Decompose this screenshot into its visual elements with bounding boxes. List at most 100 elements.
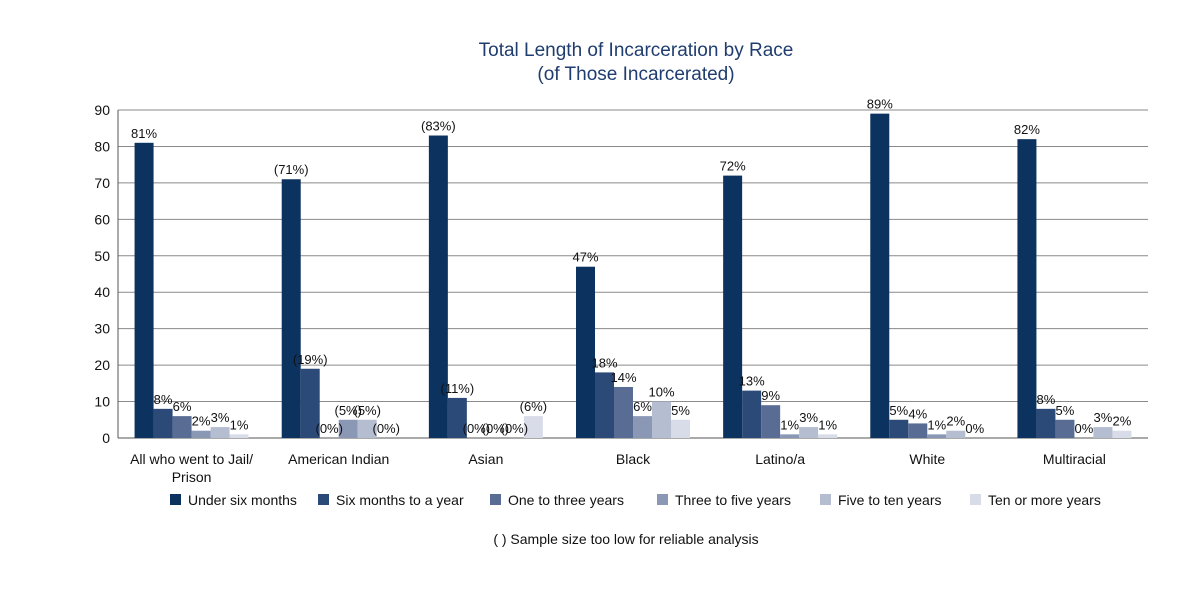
data-label: (6%) bbox=[520, 399, 547, 414]
data-label: 47% bbox=[572, 250, 598, 265]
legend-label: Three to five years bbox=[675, 492, 791, 508]
category-label: Prison bbox=[172, 469, 212, 485]
y-tick-label: 20 bbox=[94, 357, 110, 373]
data-label: 5% bbox=[1056, 403, 1075, 418]
bar bbox=[523, 416, 543, 438]
bar bbox=[357, 419, 377, 438]
legend-swatch bbox=[170, 494, 181, 505]
legend: Under six months Six months to a year One … bbox=[170, 492, 1101, 508]
bar bbox=[595, 372, 614, 438]
bar bbox=[1112, 430, 1132, 438]
category-label: Asian bbox=[468, 451, 503, 467]
data-label: 0% bbox=[965, 421, 984, 436]
bar bbox=[1017, 139, 1037, 438]
bar bbox=[300, 368, 320, 438]
data-label: 81% bbox=[131, 126, 157, 141]
y-tick-label: 0 bbox=[102, 430, 110, 446]
data-label: 72% bbox=[720, 159, 746, 174]
bar bbox=[889, 419, 909, 438]
data-label: 3% bbox=[799, 410, 818, 425]
data-label: 0% bbox=[1075, 421, 1094, 436]
bars bbox=[134, 113, 1132, 439]
data-label: 2% bbox=[192, 414, 211, 429]
bar bbox=[191, 430, 211, 438]
legend-label: Ten or more years bbox=[988, 492, 1101, 508]
category-label: Multiracial bbox=[1043, 451, 1106, 467]
data-label: (71%) bbox=[274, 162, 309, 177]
data-label: (11%) bbox=[440, 381, 474, 396]
bar bbox=[338, 419, 358, 438]
bar bbox=[818, 434, 838, 438]
data-label: 4% bbox=[908, 406, 927, 421]
y-tick-label: 60 bbox=[94, 211, 110, 227]
data-label: (19%) bbox=[293, 352, 328, 367]
bar bbox=[614, 386, 633, 438]
y-tick-label: 70 bbox=[94, 175, 110, 191]
data-label: 2% bbox=[946, 414, 965, 429]
legend-label: Under six months bbox=[188, 492, 297, 508]
data-label: (0%) bbox=[482, 421, 509, 436]
y-tick-label: 10 bbox=[94, 394, 110, 410]
bar bbox=[1055, 419, 1075, 438]
data-label: 89% bbox=[867, 97, 893, 112]
bar bbox=[134, 142, 154, 439]
bar bbox=[671, 419, 690, 438]
bar bbox=[761, 405, 781, 438]
bar bbox=[742, 390, 762, 438]
y-tick-label: 40 bbox=[94, 284, 110, 300]
bar bbox=[172, 416, 192, 438]
y-tick-label: 30 bbox=[94, 321, 110, 337]
data-label: (5%) bbox=[353, 403, 380, 418]
category-label: Black bbox=[616, 451, 651, 467]
data-label: 6% bbox=[173, 399, 192, 414]
data-label: (0%) bbox=[372, 421, 399, 436]
data-label: 82% bbox=[1014, 122, 1040, 137]
bar bbox=[927, 434, 947, 438]
data-label: 18% bbox=[591, 355, 617, 370]
legend-swatch bbox=[490, 494, 501, 505]
category-label: Latino/a bbox=[755, 451, 805, 467]
bar bbox=[799, 427, 819, 438]
bar bbox=[229, 434, 249, 438]
bar bbox=[210, 427, 230, 438]
x-axis-categories: All who went to Jail/Prison American Indi… bbox=[130, 451, 1106, 485]
data-label: 10% bbox=[648, 385, 674, 400]
bar bbox=[946, 430, 966, 438]
legend-swatch bbox=[318, 494, 329, 505]
bar bbox=[633, 416, 652, 438]
y-tick-label: 80 bbox=[94, 138, 110, 154]
data-label: 1% bbox=[927, 417, 946, 432]
data-label: 1% bbox=[780, 417, 799, 432]
bar bbox=[780, 434, 800, 438]
data-label: (83%) bbox=[421, 119, 456, 134]
chart-title: Total Length of Incarceration by Race (o… bbox=[479, 40, 794, 85]
data-label: 3% bbox=[1094, 410, 1113, 425]
data-label: (0%) bbox=[315, 421, 342, 436]
data-labels: 81% (71%) (83%) 47% 72% 89% 82% 8% (19%) (11%) 18%… bbox=[131, 97, 1132, 436]
legend-swatch bbox=[820, 494, 831, 505]
category-label: American Indian bbox=[288, 451, 389, 467]
legend-swatch bbox=[970, 494, 981, 505]
data-label: 9% bbox=[761, 388, 780, 403]
bar bbox=[153, 408, 173, 438]
data-label: 14% bbox=[610, 370, 636, 385]
bar bbox=[652, 401, 671, 438]
footnote: ( ) Sample size too low for reliable ana… bbox=[493, 531, 758, 547]
legend-swatch bbox=[657, 494, 668, 505]
legend-label: Six months to a year bbox=[336, 492, 464, 508]
data-label: 3% bbox=[211, 410, 230, 425]
bar bbox=[908, 423, 928, 438]
category-label: All who went to Jail/ bbox=[130, 451, 253, 467]
bar bbox=[447, 397, 467, 438]
y-tick-label: 90 bbox=[94, 102, 110, 118]
bar bbox=[723, 175, 743, 438]
legend-label: One to three years bbox=[508, 492, 624, 508]
bar bbox=[428, 135, 448, 438]
data-label: (5%) bbox=[334, 403, 361, 418]
legend-label: Five to ten years bbox=[838, 492, 942, 508]
bar bbox=[576, 266, 595, 438]
data-label: (0%) bbox=[463, 421, 490, 436]
data-label: 5% bbox=[889, 403, 908, 418]
chart-title-line-1: Total Length of Incarceration by Race bbox=[479, 40, 794, 61]
